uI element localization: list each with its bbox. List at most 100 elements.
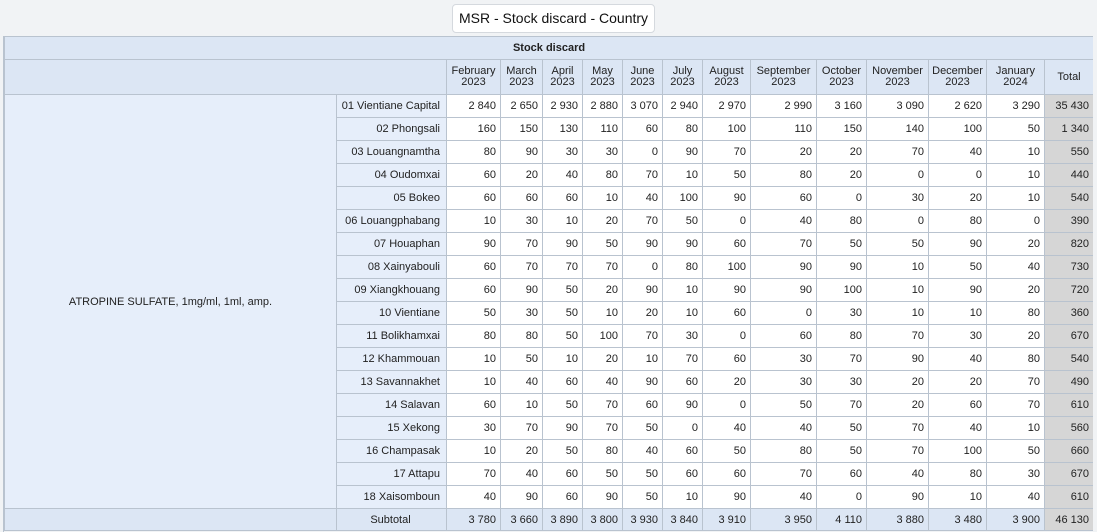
- value-cell: 90: [622, 232, 663, 256]
- value-cell: 3 160: [816, 94, 867, 118]
- value-cell: 50: [446, 301, 501, 325]
- pivot-table-container[interactable]: Stock discard February 2023 March 2023 April…: [3, 36, 1093, 532]
- value-cell: 50: [622, 485, 663, 509]
- table-row: 13 Savannakhet 10 40 60 40 90 60 20 30 30 20 20 70 49…: [5, 370, 1093, 394]
- value-cell: 10: [446, 347, 501, 371]
- value-cell: 50: [702, 163, 751, 187]
- subtotal-cell: 3 840: [662, 508, 703, 531]
- month-header[interactable]: February 2023: [446, 59, 501, 95]
- value-cell: 90: [702, 186, 751, 210]
- subtotal-cell: 3 930: [622, 508, 663, 531]
- subtotal-cell: 3 910: [702, 508, 751, 531]
- month-header[interactable]: August 2023: [702, 59, 751, 95]
- value-cell: 20: [500, 439, 543, 463]
- value-cell: 130: [542, 117, 583, 141]
- value-cell: 0: [622, 255, 663, 279]
- district-label: 12 Khammouan: [336, 347, 447, 371]
- value-cell: 0: [662, 416, 703, 440]
- value-cell: 90: [816, 255, 867, 279]
- value-cell: 40: [582, 370, 623, 394]
- month-header[interactable]: March 2023: [500, 59, 543, 95]
- value-cell: 20: [986, 324, 1045, 348]
- month-header[interactable]: November 2023: [866, 59, 929, 95]
- district-label: 06 Louangphabang: [336, 209, 447, 233]
- total-header[interactable]: Total: [1043, 59, 1093, 95]
- value-cell: 80: [986, 347, 1045, 371]
- value-cell: 50: [542, 439, 583, 463]
- month-header[interactable]: September 2023: [750, 59, 817, 95]
- month-header[interactable]: October 2023: [816, 59, 867, 95]
- month-header[interactable]: January 2024: [986, 59, 1045, 95]
- value-cell: 100: [928, 117, 987, 141]
- month-year: 2024: [1003, 76, 1028, 88]
- value-cell: 80: [446, 140, 501, 164]
- value-cell: 110: [750, 117, 817, 141]
- district-label: 05 Bokeo: [336, 186, 447, 210]
- value-cell: 70: [542, 255, 583, 279]
- district-label: 10 Vientiane: [336, 301, 447, 325]
- value-cell: 10: [662, 163, 703, 187]
- table-row: 05 Bokeo 60 60 60 10 40 100 90 60 0 30 20 10 540: [5, 186, 1093, 210]
- month-header[interactable]: June 2023: [622, 59, 663, 95]
- value-cell: 10: [582, 301, 623, 325]
- value-cell: 60: [542, 485, 583, 509]
- month-header[interactable]: July 2023: [662, 59, 703, 95]
- report-title: MSR - Stock discard - Country: [452, 4, 656, 33]
- value-cell: 10: [928, 301, 987, 325]
- value-cell: 100: [662, 186, 703, 210]
- month-header[interactable]: April 2023: [542, 59, 583, 95]
- value-cell: 60: [446, 186, 501, 210]
- value-cell: 80: [928, 209, 987, 233]
- value-cell: 30: [542, 140, 583, 164]
- value-cell: 90: [928, 278, 987, 302]
- value-cell: 70: [582, 416, 623, 440]
- value-cell: 70: [986, 370, 1045, 394]
- value-cell: 2 620: [928, 94, 987, 118]
- value-cell: 10: [866, 278, 929, 302]
- subtotal-row: Subtotal 3 780 3 660 3 890 3 800 3 930 3 840 3 …: [4, 508, 1093, 531]
- item-label: ATROPINE SULFATE, 1mg/ml, 1ml, amp.: [4, 94, 337, 509]
- value-cell: 80: [582, 163, 623, 187]
- table-row: 04 Oudomxai 60 20 40 80 70 10 50 80 20 0 0 10 440: [5, 163, 1093, 187]
- value-cell: 20: [928, 186, 987, 210]
- value-cell: 50: [702, 439, 751, 463]
- value-cell: 50: [928, 255, 987, 279]
- pivot-table: Stock discard February 2023 March 2023 April…: [4, 36, 1093, 531]
- value-cell: 60: [622, 393, 663, 417]
- value-cell: 10: [542, 209, 583, 233]
- value-cell: 90: [500, 278, 543, 302]
- value-cell: 10: [662, 301, 703, 325]
- month-name: November: [872, 65, 923, 77]
- value-cell: 30: [816, 370, 867, 394]
- row-total-cell: 360: [1043, 301, 1093, 325]
- value-cell: 70: [750, 462, 817, 486]
- value-cell: 90: [542, 232, 583, 256]
- month-year: 2023: [829, 76, 854, 88]
- value-cell: 40: [986, 255, 1045, 279]
- value-cell: 40: [500, 462, 543, 486]
- value-cell: 100: [928, 439, 987, 463]
- month-header[interactable]: May 2023: [582, 59, 623, 95]
- value-cell: 60: [542, 186, 583, 210]
- value-cell: 150: [500, 117, 543, 141]
- value-cell: 70: [986, 393, 1045, 417]
- value-cell: 100: [582, 324, 623, 348]
- value-cell: 50: [500, 347, 543, 371]
- value-cell: 50: [622, 416, 663, 440]
- value-cell: 50: [750, 393, 817, 417]
- value-cell: 100: [702, 117, 751, 141]
- value-cell: 20: [500, 163, 543, 187]
- value-cell: 10: [986, 163, 1045, 187]
- value-cell: 90: [542, 416, 583, 440]
- value-cell: 30: [866, 186, 929, 210]
- value-cell: 50: [622, 462, 663, 486]
- value-cell: 70: [500, 232, 543, 256]
- month-name: September: [756, 65, 811, 77]
- value-cell: 20: [582, 347, 623, 371]
- value-cell: 70: [582, 393, 623, 417]
- value-cell: 30: [446, 416, 501, 440]
- month-name: August: [709, 65, 744, 77]
- month-year: 2023: [550, 76, 575, 88]
- district-label: 08 Xainyabouli: [336, 255, 447, 279]
- month-header[interactable]: December 2023: [928, 59, 987, 95]
